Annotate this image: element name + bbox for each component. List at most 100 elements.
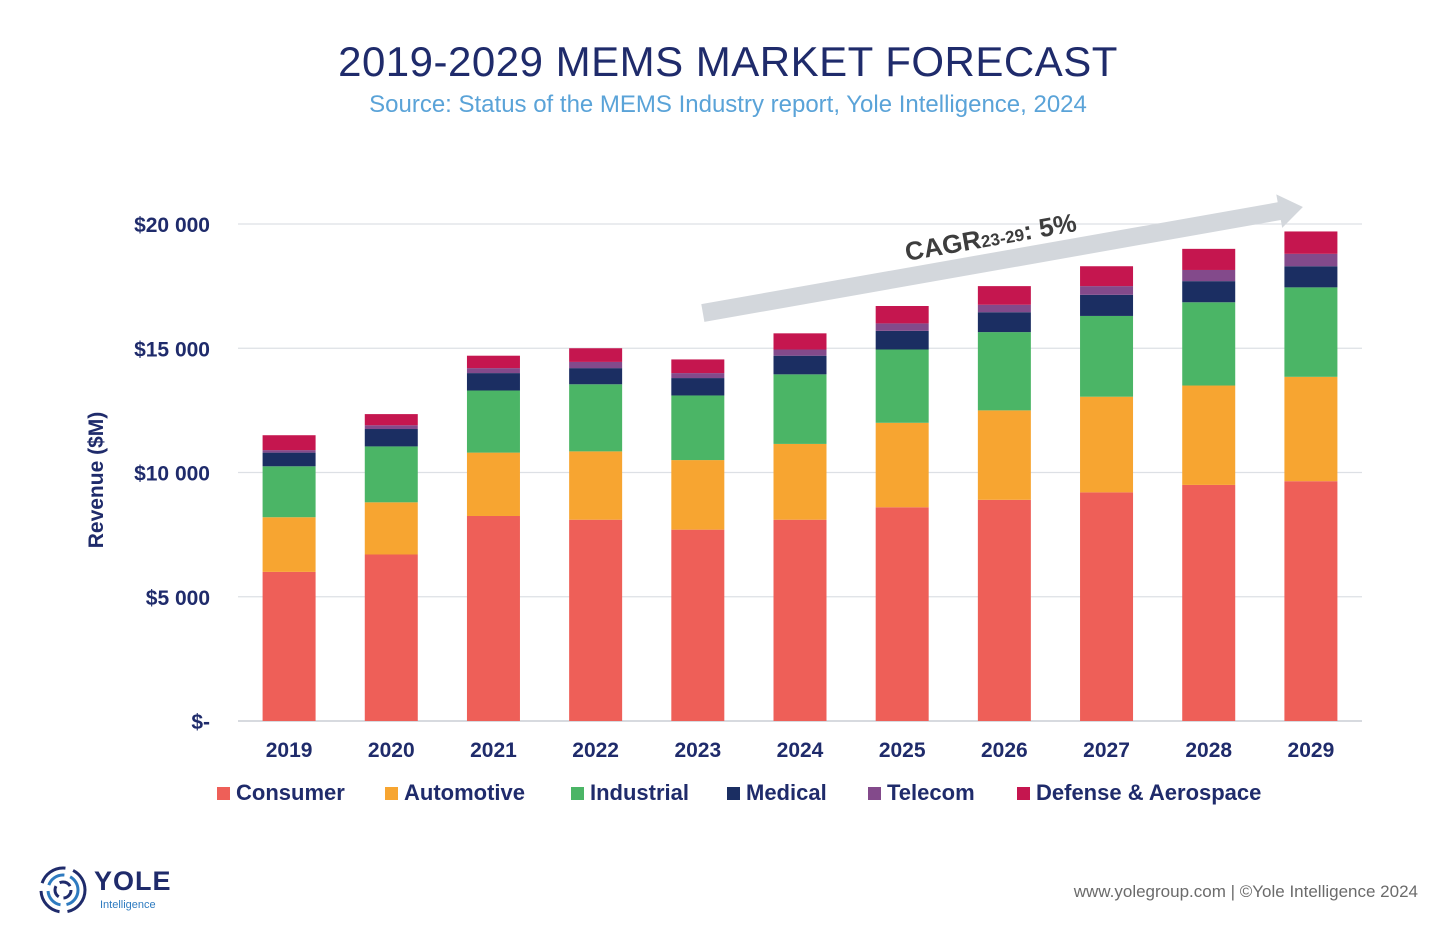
bar-segment <box>977 410 1031 500</box>
bar-segment <box>364 429 418 447</box>
bar-segment <box>262 466 316 518</box>
axes: $- $5 000 $10 000 $15 000 $20 000 2019 2020 202… <box>134 214 1334 762</box>
bar-segment <box>671 529 725 721</box>
bar-segment <box>364 502 418 555</box>
bars <box>262 231 1338 721</box>
bar-segment <box>875 507 929 721</box>
bar-segment <box>569 368 623 385</box>
bar-segment <box>875 422 929 508</box>
bar-segment <box>1182 281 1236 303</box>
bar-segment <box>569 361 623 369</box>
bar-segment <box>671 395 725 461</box>
bar-segment <box>1080 492 1134 721</box>
bar-segment <box>1284 253 1338 267</box>
bar-segment <box>466 515 520 721</box>
bar-segment <box>466 368 520 374</box>
x-tick-label: 2026 <box>981 739 1028 762</box>
bar-segment <box>671 359 725 374</box>
stacked-bar-chart: CAGR23-29: 5% $-$5 000$10 000$15 000$20 … <box>85 194 1362 805</box>
bar-segment <box>773 519 827 721</box>
bar-segment <box>773 443 827 520</box>
x-tick-label: 2019 <box>266 739 313 762</box>
bar-segment <box>569 519 623 721</box>
bar-segment <box>1284 266 1338 288</box>
bar-segment <box>569 348 623 362</box>
bar-segment <box>262 517 316 572</box>
footer-credit: www.yolegroup.com | ©Yole Intelligence 2… <box>1073 882 1418 901</box>
legend-swatch <box>727 787 740 800</box>
x-tick-label: 2027 <box>1083 739 1130 762</box>
bar-segment <box>1080 294 1134 316</box>
legend-swatch <box>217 787 230 800</box>
bar-segment <box>262 450 316 453</box>
bar-segment <box>1284 231 1338 254</box>
legend-swatch <box>385 787 398 800</box>
bar-segment <box>364 554 418 721</box>
bar-segment <box>977 286 1031 305</box>
bar-segment <box>1182 269 1236 282</box>
bar-segment <box>569 384 623 452</box>
logo-subtitle: Intelligence <box>100 899 156 911</box>
bar-segment <box>671 378 725 396</box>
bar-segment <box>262 452 316 467</box>
legend-label: Telecom <box>887 780 975 805</box>
yole-logo: YOLE Intelligence <box>38 862 198 917</box>
bar-segment <box>875 349 929 423</box>
bar-segment <box>466 390 520 453</box>
bar-segment <box>466 373 520 391</box>
chart-title: 2019-2029 MEMS MARKET FORECAST <box>338 38 1118 85</box>
bar-segment <box>977 499 1031 721</box>
bar-segment <box>1080 315 1134 397</box>
x-tick-label: 2029 <box>1288 739 1335 762</box>
bar-segment <box>977 304 1031 313</box>
bar-segment <box>773 374 827 444</box>
legend-label: Automotive <box>404 780 525 805</box>
bar-segment <box>773 333 827 350</box>
bar-segment <box>875 323 929 331</box>
bar-segment <box>1080 396 1134 493</box>
bar-segment <box>466 452 520 516</box>
x-tick-label: 2025 <box>879 739 926 762</box>
bar-segment <box>875 306 929 324</box>
cagr-arrow <box>701 194 1303 322</box>
y-tick-label: $10 000 <box>134 463 210 486</box>
y-axis-label: Revenue ($M) <box>85 412 108 549</box>
bar-segment <box>1284 376 1338 482</box>
bar-segment <box>671 373 725 379</box>
bar-segment <box>364 414 418 426</box>
bar-segment <box>1080 266 1134 287</box>
yole-logo-icon <box>39 866 87 914</box>
legend-swatch <box>868 787 881 800</box>
x-tick-label: 2020 <box>368 739 415 762</box>
bar-segment <box>364 446 418 503</box>
bar-segment <box>875 330 929 350</box>
chart-subtitle: Source: Status of the MEMS Industry repo… <box>369 91 1087 118</box>
bar-segment <box>773 349 827 356</box>
y-tick-label: $5 000 <box>146 587 210 610</box>
bar-segment <box>466 355 520 369</box>
x-tick-label: 2022 <box>572 739 619 762</box>
legend-swatch <box>571 787 584 800</box>
bar-segment <box>1182 302 1236 386</box>
legend-label: Consumer <box>236 780 345 805</box>
logo-wordmark: YOLE <box>94 866 172 896</box>
bar-segment <box>1182 385 1236 485</box>
legend-item: Automotive <box>385 780 525 805</box>
legend-item: Defense & Aerospace <box>1017 780 1261 805</box>
legend-item: Consumer <box>217 780 345 805</box>
y-tick-label: $20 000 <box>134 214 210 237</box>
bar-segment <box>1080 286 1134 295</box>
bar-segment <box>262 435 316 451</box>
x-tick-label: 2028 <box>1185 739 1232 762</box>
bar-segment <box>671 460 725 530</box>
legend-label: Industrial <box>590 780 689 805</box>
legend-label: Defense & Aerospace <box>1036 780 1261 805</box>
bar-segment <box>977 332 1031 411</box>
bar-segment <box>977 312 1031 333</box>
x-tick-label: 2023 <box>674 739 721 762</box>
bar-segment <box>1284 481 1338 721</box>
bar-segment <box>1182 484 1236 721</box>
bar-segment <box>1182 248 1236 270</box>
bar-segment <box>773 355 827 375</box>
legend: Consumer Automotive Industrial Medical Telec… <box>217 780 1261 805</box>
